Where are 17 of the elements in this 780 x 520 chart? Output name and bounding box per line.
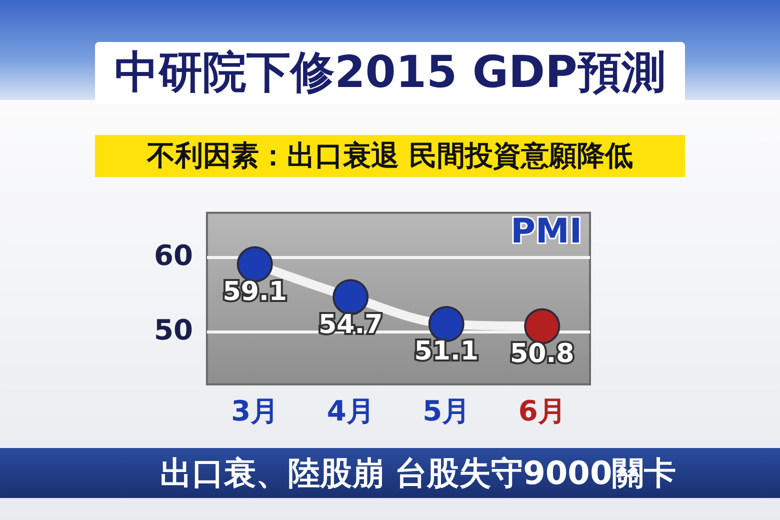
- point: [428, 306, 464, 342]
- point: [332, 279, 369, 316]
- series-label: PMI: [510, 212, 582, 252]
- text: 出口衰、陸股崩 台股失守9000關卡: [0, 448, 780, 498]
- data-label: 50.8: [510, 338, 574, 369]
- x-tick-label: 5月: [422, 394, 470, 428]
- x-tick-label: 6月: [518, 394, 566, 428]
- data-label: 51.1: [414, 336, 478, 367]
- y-tick-label: 60: [154, 238, 193, 272]
- data-label: 59.1: [222, 277, 287, 308]
- y-tick-label: 50: [154, 313, 193, 346]
- point: [236, 246, 273, 282]
- x-tick-label: 3月: [231, 394, 279, 428]
- chart-subtitle: 不利因素：出口衰退 民間投資意願降低: [95, 135, 685, 177]
- chart-title: 中研院下修2015 GDP預測: [95, 42, 685, 104]
- x-tick-label: 4月: [326, 394, 374, 428]
- point: [524, 308, 560, 344]
